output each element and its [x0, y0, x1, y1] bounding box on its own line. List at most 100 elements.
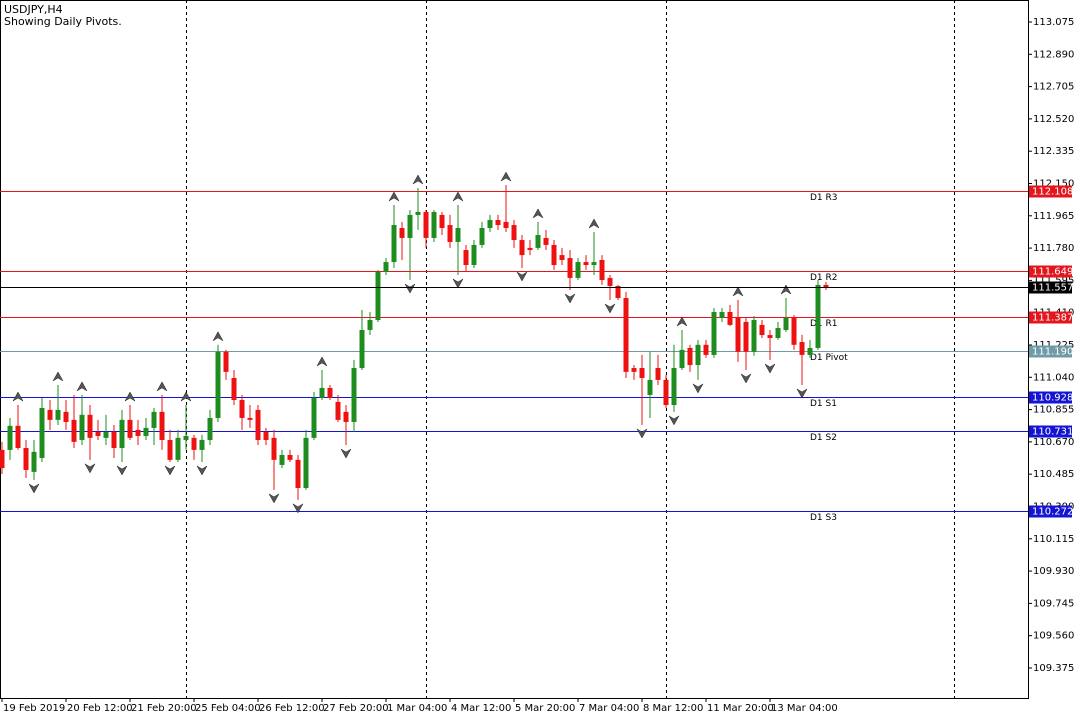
fractal-up — [532, 208, 544, 219]
candle-body — [55, 409, 61, 420]
fractal-down — [796, 388, 808, 399]
fractal-up — [180, 391, 192, 402]
fractal-up — [732, 286, 744, 297]
candle-body — [607, 277, 613, 286]
candle-body — [71, 419, 77, 442]
fractal-up — [412, 174, 424, 185]
candle-body — [679, 349, 685, 369]
fractals — [12, 171, 808, 514]
fractal-down — [692, 383, 704, 394]
price-tag-label: 111.387 — [1032, 313, 1073, 324]
candle-body — [143, 427, 149, 436]
x-tick-label: 13 Mar 04:00 — [771, 703, 838, 714]
candle-body — [31, 451, 37, 472]
candle-body — [183, 435, 189, 440]
candle-body — [647, 379, 653, 395]
candle-body — [23, 447, 29, 470]
fractal-up — [124, 391, 136, 402]
candles — [0, 185, 829, 500]
candle-body — [743, 321, 749, 352]
candle-body — [551, 244, 557, 266]
fractal-down — [340, 448, 352, 459]
y-tick-label: 110.115 — [1033, 534, 1074, 545]
candle-body — [0, 449, 5, 469]
x-tick-label: 8 Mar 12:00 — [643, 703, 703, 714]
candle-body — [535, 234, 541, 248]
fractal-down — [84, 463, 96, 474]
fractal-down — [452, 278, 464, 289]
y-tick-label: 110.855 — [1033, 405, 1074, 416]
fractal-up — [780, 284, 792, 295]
x-tick-label: 25 Feb 04:00 — [195, 703, 261, 714]
candle-body — [759, 324, 765, 336]
candle-body — [711, 311, 717, 355]
candle-body — [735, 317, 741, 352]
price-tag-label: 112.108 — [1032, 187, 1073, 198]
candle-body — [231, 377, 237, 400]
candle-body — [127, 419, 133, 438]
y-tick-label: 112.335 — [1033, 146, 1074, 157]
candle-body — [583, 262, 589, 266]
candle-body — [159, 411, 165, 440]
fractal-up — [156, 381, 168, 392]
y-tick-label: 111.595 — [1033, 275, 1074, 286]
price-tag-label: 110.272 — [1032, 507, 1073, 518]
candle-body — [567, 258, 573, 278]
candle-body — [15, 425, 21, 448]
candle-body — [391, 225, 397, 263]
candle-body — [487, 219, 493, 229]
candle-body — [727, 311, 733, 325]
candle-body — [279, 454, 285, 465]
price-tag — [1029, 265, 1072, 278]
y-tick-label: 109.560 — [1033, 631, 1074, 642]
fractal-down — [196, 465, 208, 476]
candle-body — [775, 328, 781, 339]
x-tick-label: 5 Mar 20:00 — [515, 703, 575, 714]
candle-body — [79, 414, 85, 440]
candle-body — [375, 272, 381, 321]
candle-body — [815, 284, 821, 348]
candle-body — [319, 387, 325, 398]
y-tick-label: 113.075 — [1033, 17, 1074, 28]
pivot-name: D1 R3 — [810, 193, 838, 203]
candle-body — [215, 351, 221, 418]
chart-title: USDJPY,H4 — [4, 3, 63, 16]
candle-body — [287, 454, 293, 460]
y-tick-label: 111.225 — [1033, 340, 1074, 351]
candle-body — [175, 437, 181, 460]
candle-body — [207, 417, 213, 440]
y-tick-label: 109.745 — [1033, 598, 1074, 609]
fractal-up — [212, 331, 224, 342]
candle-body — [767, 335, 773, 339]
price-tag — [1029, 425, 1072, 438]
candle-body — [87, 414, 93, 438]
candle-body — [703, 344, 709, 355]
candle-body — [791, 317, 797, 345]
fractal-up — [76, 381, 88, 392]
price-tag — [1029, 391, 1072, 404]
candle-body — [383, 262, 389, 273]
x-tick-label: 21 Feb 20:00 — [131, 703, 197, 714]
x-tick-label: 1 Mar 04:00 — [387, 703, 447, 714]
fractal-down — [636, 428, 648, 439]
candle-body — [167, 439, 173, 460]
fractal-down — [164, 465, 176, 476]
candle-body — [695, 344, 701, 366]
last-price-tag — [1029, 281, 1072, 294]
candle-body — [807, 347, 813, 355]
x-tick-label: 27 Feb 20:00 — [323, 703, 389, 714]
candle-body — [119, 419, 125, 448]
price-tag-label: 110.928 — [1032, 393, 1073, 404]
x-tick-label: 11 Mar 20:00 — [707, 703, 774, 714]
candle-body — [519, 240, 525, 256]
candle-body — [239, 399, 245, 418]
candle-body — [799, 342, 805, 355]
candle-body — [639, 368, 645, 378]
candle-body — [503, 221, 509, 229]
y-tick-label: 112.150 — [1033, 178, 1074, 189]
fractal-up — [500, 171, 512, 182]
candle-body — [543, 237, 549, 245]
candle-body — [295, 459, 301, 488]
price-tag — [1029, 345, 1072, 358]
candle-body — [255, 409, 261, 440]
